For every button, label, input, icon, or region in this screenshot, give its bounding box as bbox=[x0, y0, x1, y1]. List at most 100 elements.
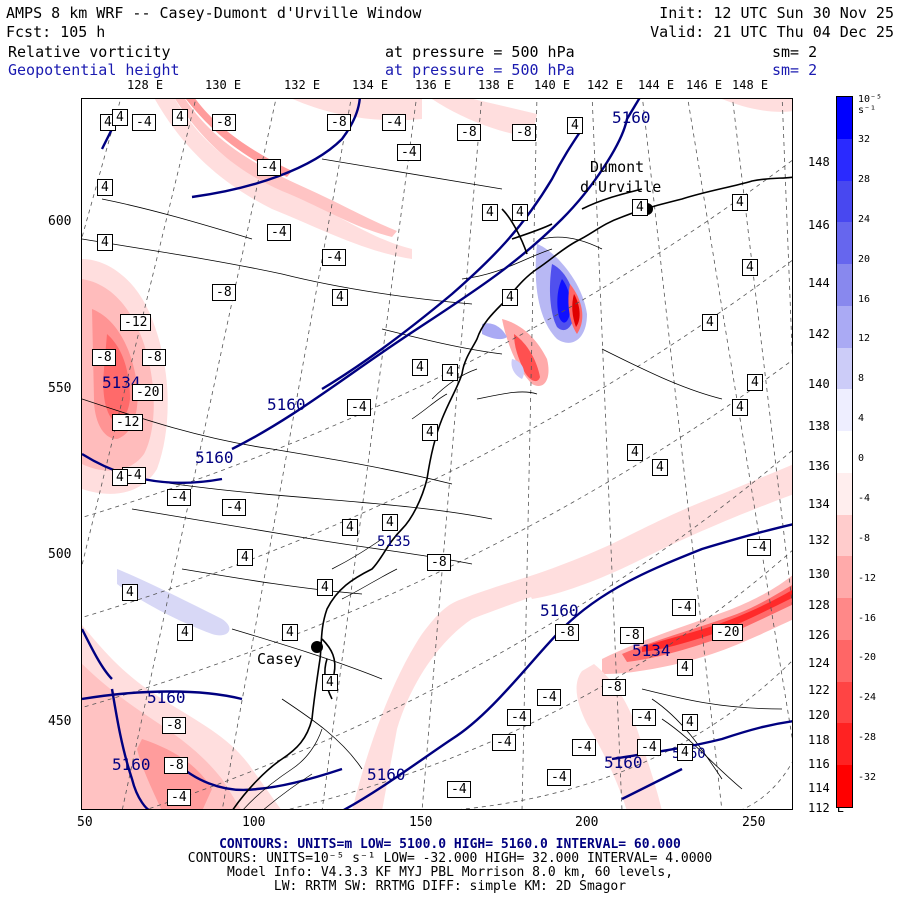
vorticity-value-label: -4 bbox=[222, 499, 246, 516]
lon-top-label: 146 E bbox=[686, 78, 723, 92]
vorticity-value-label: 4 bbox=[482, 204, 498, 221]
height-label: 5160 bbox=[612, 108, 651, 127]
lon-right-label: 118 E bbox=[808, 733, 845, 747]
vorticity-value-label: 4 bbox=[342, 519, 358, 536]
vorticity-value-label: -8 bbox=[92, 349, 116, 366]
graticule-parallel bbox=[146, 450, 792, 809]
lon-top-label: 128 E bbox=[127, 78, 164, 92]
colorbar-swatch bbox=[837, 97, 852, 139]
colorbar-label: -16 bbox=[858, 612, 877, 624]
footer-physics-info: LW: RRTM SW: RRTMG DIFF: simple KM: 2D S… bbox=[273, 879, 627, 894]
station-label-durville: d'Urville bbox=[580, 178, 662, 196]
vorticity-value-label: -4 bbox=[347, 399, 371, 416]
vorticity-value-label: -8 bbox=[427, 554, 451, 571]
colorbar-swatch bbox=[837, 347, 852, 390]
footer-model-info: Model Info: V4.3.3 KF MYJ PBL Morrison 8… bbox=[226, 865, 674, 880]
y-tick: 500 bbox=[48, 547, 72, 562]
vorticity-value-label: -12 bbox=[120, 314, 152, 331]
vorticity-value-label: -4 bbox=[257, 159, 281, 176]
colorbar-swatch bbox=[837, 598, 852, 640]
lon-right-label: 126 E bbox=[808, 628, 845, 642]
graticule-meridian bbox=[687, 99, 792, 740]
chart-title: AMPS 8 km WRF -- Casey-Dumont d'Urville … bbox=[6, 4, 422, 22]
vorticity-contours bbox=[82, 158, 783, 790]
vorticity-value-label: -8 bbox=[602, 679, 626, 696]
lon-top-label: 134 E bbox=[352, 78, 389, 92]
colorbar-label: 12 bbox=[858, 333, 871, 345]
footer-vorticity-contours: CONTOURS: UNITS=10⁻⁵ s⁻¹ LOW= -32.000 HI… bbox=[187, 851, 713, 866]
vorticity-value-label: 4 bbox=[112, 109, 128, 126]
lon-right-label: 144 E bbox=[808, 276, 845, 290]
init-time: Init: 12 UTC Sun 30 Nov 25 bbox=[659, 4, 894, 22]
vorticity-value-label: -8 bbox=[142, 349, 166, 366]
vorticity-value-label: 4 bbox=[97, 179, 113, 196]
vorticity-value-label: 4 bbox=[322, 674, 338, 691]
vorticity-value-label: -8 bbox=[162, 717, 186, 734]
vorticity-value-label: -4 bbox=[382, 114, 406, 131]
lon-right-label: 128 E bbox=[808, 598, 845, 612]
lon-right-label: 138 E bbox=[808, 419, 845, 433]
vorticity-value-label: -8 bbox=[212, 114, 236, 131]
lon-top-label: 132 E bbox=[284, 78, 321, 92]
graticule-meridian bbox=[732, 99, 792, 606]
lon-top-label: 138 E bbox=[478, 78, 515, 92]
vorticity-value-label: 4 bbox=[177, 624, 193, 641]
field1-level: at pressure = 500 hPa bbox=[385, 43, 575, 61]
height-contours bbox=[82, 99, 792, 809]
colorbar-swatch bbox=[837, 264, 852, 306]
colorbar-swatch bbox=[837, 180, 852, 223]
vorticity-value-label: -4 bbox=[537, 689, 561, 706]
vorticity-value-label: -4 bbox=[322, 249, 346, 266]
valid-time: Valid: 21 UTC Thu 04 Dec 25 bbox=[650, 23, 894, 41]
height-minor-label: 5135 bbox=[377, 534, 411, 550]
colorbar-label: -8 bbox=[858, 532, 871, 544]
vorticity-value-label: -4 bbox=[572, 739, 596, 756]
lon-right-label: 136 E bbox=[808, 459, 845, 473]
vorticity-value-label: 4 bbox=[732, 194, 748, 211]
vorticity-value-label: 4 bbox=[422, 424, 438, 441]
colorbar bbox=[836, 96, 853, 808]
x-tick: 50 bbox=[77, 815, 93, 830]
lon-right-label: 112 E bbox=[808, 801, 845, 815]
map-graticule bbox=[82, 99, 792, 809]
vorticity-value-label: 4 bbox=[652, 459, 668, 476]
lon-right-label: 122 E bbox=[808, 683, 845, 697]
field2-name: Geopotential height bbox=[8, 61, 180, 79]
vorticity-value-label: -4 bbox=[397, 144, 421, 161]
colorbar-label: 16 bbox=[858, 293, 871, 305]
graticule-meridian bbox=[781, 99, 792, 359]
height-label: 5160 bbox=[367, 765, 406, 784]
vorticity-value-label: 4 bbox=[627, 444, 643, 461]
vorticity-value-label: 4 bbox=[677, 659, 693, 676]
colorbar-label: 0 bbox=[858, 453, 865, 464]
vorticity-value-label: -8 bbox=[555, 624, 579, 641]
vorticity-value-label: -4 bbox=[492, 734, 516, 751]
lon-top-label: 136 E bbox=[415, 78, 452, 92]
vorticity-value-label: 4 bbox=[742, 259, 758, 276]
height-label: 5160 bbox=[112, 755, 151, 774]
lon-right-label: 114 E bbox=[808, 781, 845, 795]
vorticity-value-label: -8 bbox=[620, 627, 644, 644]
height-minor-label: 5134 bbox=[632, 641, 671, 660]
vorticity-value-label: 4 bbox=[412, 359, 428, 376]
vorticity-value-label: 4 bbox=[682, 714, 698, 731]
colorbar-label: 24 bbox=[858, 213, 871, 225]
vorticity-value-label: 4 bbox=[502, 289, 518, 306]
colorbar-label: 4 bbox=[858, 413, 865, 425]
lon-right-label: 146 E bbox=[808, 218, 845, 232]
colorbar-label: -20 bbox=[858, 652, 877, 664]
height-label: 5160 bbox=[267, 395, 306, 414]
lon-top-label: 148 E bbox=[732, 78, 769, 92]
map-canvas bbox=[82, 99, 792, 809]
colorbar-swatch bbox=[837, 431, 852, 473]
vorticity-value-label: 4 bbox=[112, 469, 128, 486]
vorticity-value-label: -4 bbox=[637, 739, 661, 756]
colorbar-units: 10⁻⁵ s⁻¹ bbox=[858, 94, 883, 116]
vorticity-value-label: -4 bbox=[132, 114, 156, 131]
terrain-contours bbox=[243, 368, 478, 809]
lon-right-label: 132 E bbox=[808, 533, 845, 547]
height-label: 5160 bbox=[147, 688, 186, 707]
colorbar-swatch bbox=[837, 639, 852, 682]
colorbar-swatch bbox=[837, 681, 852, 724]
vorticity-shading bbox=[82, 99, 792, 809]
